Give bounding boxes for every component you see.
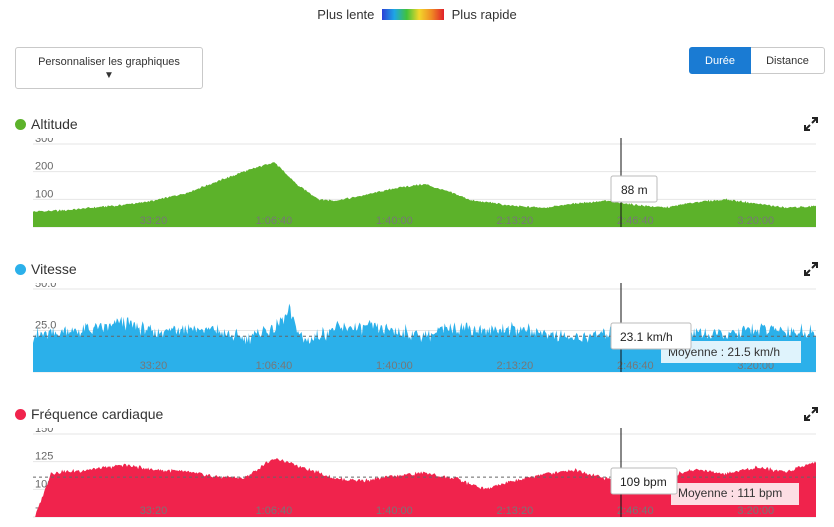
heart-rate-chart-title: Fréquence cardiaque bbox=[15, 406, 163, 422]
x-tick-label: 33:20 bbox=[140, 215, 168, 227]
x-tick-label: 3:20:00 bbox=[737, 215, 774, 227]
tooltip-box bbox=[610, 175, 658, 203]
altitude-area-series bbox=[33, 162, 816, 227]
altitude-chart-title: Altitude bbox=[15, 116, 78, 132]
x-tick-label: 2:13:20 bbox=[496, 215, 533, 227]
average-label-box bbox=[661, 341, 801, 363]
speed-title-text: Vitesse bbox=[31, 261, 77, 277]
x-tick-label: 2:46:40 bbox=[617, 360, 654, 372]
y-tick-label: 300 bbox=[35, 138, 53, 145]
speed-color-dot bbox=[15, 264, 26, 275]
tooltip-value: 88 m bbox=[621, 183, 648, 197]
tooltip-value: 109 bpm bbox=[620, 475, 667, 489]
x-tick-label: 1:40:00 bbox=[376, 215, 413, 227]
y-tick-label: 200 bbox=[35, 161, 53, 173]
x-tick-label: 33:20 bbox=[140, 360, 168, 372]
x-tick-label: 3:20:00 bbox=[737, 505, 774, 517]
altitude-title-text: Altitude bbox=[31, 116, 78, 132]
x-tick-label: 1:06:40 bbox=[256, 360, 293, 372]
average-label-box bbox=[671, 483, 799, 505]
expand-icon[interactable] bbox=[804, 262, 818, 276]
altitude-chart[interactable]: 300200100033:201:06:401:40:002:13:202:46… bbox=[0, 138, 834, 232]
x-tick-label: 1:06:40 bbox=[256, 215, 293, 227]
speed-gradient-bar bbox=[382, 9, 445, 21]
speed-area-series bbox=[33, 303, 816, 372]
duration-toggle-button[interactable]: Durée bbox=[689, 47, 751, 74]
heart-rate-color-dot bbox=[15, 409, 26, 420]
y-tick-label: 25.0 bbox=[35, 320, 56, 332]
x-tick-label: 33:20 bbox=[140, 505, 168, 517]
speed-chart-title: Vitesse bbox=[15, 261, 77, 277]
expand-icon[interactable] bbox=[804, 117, 818, 131]
x-tick-label: 1:40:00 bbox=[376, 360, 413, 372]
altitude-color-dot bbox=[15, 119, 26, 130]
customize-charts-label: Personnaliser les graphiques bbox=[38, 56, 180, 68]
heart-rate-title-text: Fréquence cardiaque bbox=[31, 406, 164, 422]
chevron-down-icon: ▼ bbox=[104, 70, 114, 81]
x-tick-label: 2:46:40 bbox=[617, 505, 654, 517]
average-label: Moyenne : 21.5 km/h bbox=[668, 345, 780, 359]
average-label: Moyenne : 111 bpm bbox=[678, 486, 782, 500]
heart-rate-chart[interactable]: 1501251007533:201:06:401:40:002:13:202:4… bbox=[0, 428, 834, 527]
tooltip-value: 23.1 km/h bbox=[620, 330, 673, 344]
y-tick-label: 150 bbox=[35, 428, 53, 435]
y-tick-label: 50.0 bbox=[35, 283, 56, 290]
speed-chart[interactable]: 50.025.00.033:201:06:401:40:002:13:202:4… bbox=[0, 283, 834, 377]
distance-toggle-button[interactable]: Distance bbox=[751, 47, 825, 74]
y-tick-label: 125 bbox=[35, 451, 53, 463]
y-tick-label: 100 bbox=[35, 188, 53, 200]
speed-color-legend: Plus lente Plus rapide bbox=[0, 6, 834, 22]
x-tick-label: 2:46:40 bbox=[617, 215, 654, 227]
tooltip-box bbox=[610, 467, 678, 495]
heart-area-series bbox=[33, 458, 816, 517]
expand-icon[interactable] bbox=[804, 407, 818, 421]
x-axis-mode-toggle: Durée Distance bbox=[689, 47, 825, 74]
tooltip-box bbox=[610, 322, 692, 350]
legend-fast-label: Plus rapide bbox=[451, 7, 517, 23]
x-tick-label: 1:40:00 bbox=[376, 505, 413, 517]
x-tick-label: 1:06:40 bbox=[256, 505, 293, 517]
x-tick-label: 2:13:20 bbox=[496, 360, 533, 372]
legend-slow-label: Plus lente bbox=[317, 7, 375, 23]
customize-charts-button[interactable]: Personnaliser les graphiques ▼ bbox=[15, 47, 203, 89]
x-tick-label: 2:13:20 bbox=[496, 505, 533, 517]
